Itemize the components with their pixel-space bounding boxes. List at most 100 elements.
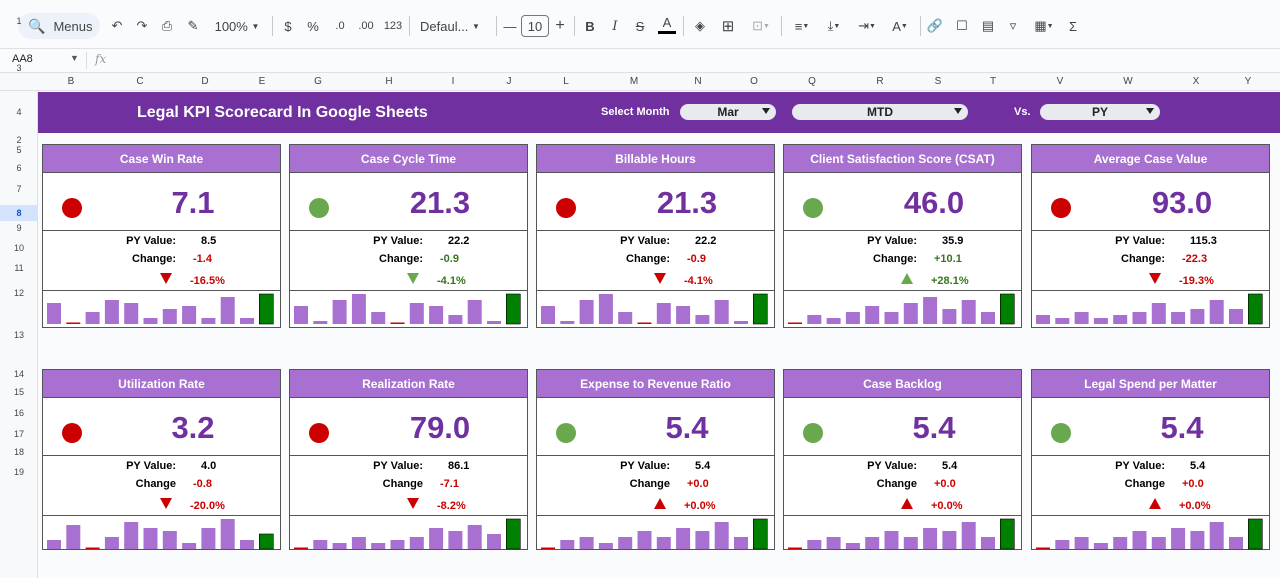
merge-cells-icon[interactable]: ⊡ ▼: [752, 18, 770, 33]
toolbar-divider: [683, 16, 684, 36]
sparkline-bar: [66, 322, 81, 324]
column-header[interactable]: E: [258, 76, 266, 87]
column-header[interactable]: G: [314, 76, 322, 87]
sparkline-bar: [1229, 309, 1243, 324]
sparkline-bar-chart: [1036, 293, 1263, 325]
font-select[interactable]: Defaul... ▼: [420, 14, 488, 38]
row-header[interactable]: 6: [16, 163, 22, 173]
row-header[interactable]: 17: [13, 429, 24, 439]
print-icon[interactable]: ⎙: [161, 18, 173, 33]
filter-views-icon[interactable]: ▦ ▼: [1034, 18, 1054, 33]
row-header[interactable]: 9: [16, 223, 22, 233]
percent-button[interactable]: %: [307, 18, 319, 34]
column-header[interactable]: X: [1192, 76, 1200, 87]
font-size-input[interactable]: 10: [521, 15, 549, 37]
currency-button[interactable]: $: [284, 18, 292, 34]
triangle-up-icon: [654, 498, 666, 509]
text-color-icon[interactable]: A: [658, 14, 676, 34]
insert-comment-icon[interactable]: ☐: [956, 18, 968, 33]
row-header[interactable]: 12: [13, 288, 24, 298]
functions-icon[interactable]: Σ: [1068, 18, 1078, 34]
period-dropdown[interactable]: MTD: [792, 104, 968, 120]
row-header[interactable]: 14: [13, 369, 24, 379]
column-header[interactable]: B: [67, 76, 75, 87]
sparkline-bar: [506, 518, 521, 550]
row-header[interactable]: 11: [14, 263, 24, 273]
row-header[interactable]: 4: [16, 107, 22, 117]
insert-chart-icon[interactable]: ▤: [981, 18, 995, 33]
column-header[interactable]: H: [385, 76, 393, 87]
paint-format-icon[interactable]: ✎: [187, 18, 199, 33]
triangle-up-icon: [901, 498, 913, 509]
zoom-value: 100%: [214, 18, 248, 34]
row-header[interactable]: 8: [0, 205, 38, 221]
row-header[interactable]: 19: [13, 467, 24, 477]
row-header[interactable]: 18: [13, 447, 24, 457]
column-header[interactable]: I: [451, 76, 455, 87]
row-header[interactable]: 13: [13, 330, 24, 340]
column-header[interactable]: Y: [1244, 76, 1252, 87]
change-value: +0.0: [687, 478, 709, 490]
text-rotation-icon[interactable]: A ▼: [892, 18, 908, 34]
kpi-value: 46.0: [903, 185, 965, 220]
number-format-button[interactable]: 123: [383, 20, 403, 32]
kpi-title: Case Backlog: [784, 370, 1021, 398]
text-wrap-icon[interactable]: ⇥ ▼: [858, 18, 876, 33]
py-value-label: PY Value:: [620, 235, 670, 247]
sparkline-bar-chart: [294, 518, 521, 550]
menus-search-button[interactable]: 🔍 Menus: [18, 13, 100, 39]
filter-icon[interactable]: ▿: [1009, 18, 1017, 33]
column-header[interactable]: W: [1123, 76, 1133, 87]
column-header[interactable]: S: [934, 76, 942, 87]
formula-bar: AA8 ▼ fx: [0, 48, 1280, 72]
decrease-decimal-button[interactable]: .0: [335, 20, 345, 32]
row-header[interactable]: 3: [16, 63, 22, 73]
redo-icon[interactable]: ↷: [136, 18, 148, 33]
month-dropdown[interactable]: Mar: [680, 104, 776, 120]
column-header[interactable]: R: [876, 76, 884, 87]
py-value: 86.1: [448, 460, 470, 472]
horizontal-align-icon[interactable]: ≡ ▼: [794, 18, 810, 34]
column-header[interactable]: N: [694, 76, 702, 87]
borders-icon[interactable]: ⊞: [721, 18, 735, 35]
column-header[interactable]: J: [506, 76, 512, 87]
column-header[interactable]: D: [201, 76, 209, 87]
row-header[interactable]: 10: [13, 243, 24, 253]
strikethrough-icon[interactable]: S: [635, 18, 645, 34]
column-header[interactable]: V: [1056, 76, 1064, 87]
column-header[interactable]: T: [989, 76, 997, 87]
change-value: +10.1: [934, 253, 962, 265]
row-header[interactable]: 7: [16, 184, 22, 194]
row-headers: 1 2 3 4 5 6 7 8 9 10 11 12 13 14 15 16 17 18 19: [0, 16, 38, 578]
compare-dropdown[interactable]: PY: [1040, 104, 1160, 120]
column-header[interactable]: M: [629, 76, 639, 87]
font-size-increase-icon[interactable]: +: [555, 17, 565, 34]
increase-decimal-button[interactable]: .00: [358, 20, 374, 32]
chevron-down-icon[interactable]: ▼: [70, 53, 79, 63]
sparkline-bar: [981, 537, 995, 549]
sparkline-bar-chart: [788, 518, 1015, 550]
column-header[interactable]: L: [563, 76, 569, 87]
italic-icon[interactable]: I: [612, 18, 618, 34]
row-header[interactable]: 2: [16, 135, 22, 145]
sparkline-bar: [390, 540, 405, 549]
font-size-decrease-icon[interactable]: —: [503, 18, 517, 34]
insert-link-icon[interactable]: 🔗: [926, 18, 944, 33]
undo-icon[interactable]: ↶: [111, 18, 123, 33]
row-header[interactable]: 5: [16, 145, 22, 155]
column-header[interactable]: O: [750, 76, 758, 87]
toolbar-divider: [496, 16, 497, 36]
row-header[interactable]: 16: [13, 408, 24, 418]
triangle-down-icon: [1149, 273, 1161, 284]
column-header[interactable]: Q: [808, 76, 816, 87]
name-box[interactable]: AA8: [12, 53, 33, 65]
row-header[interactable]: 1: [16, 16, 22, 26]
vertical-align-icon[interactable]: ⤓ ▼: [827, 18, 841, 33]
fill-color-icon[interactable]: ◈: [695, 18, 705, 33]
column-header[interactable]: C: [136, 76, 144, 87]
kpi-value: 79.0: [409, 410, 471, 445]
zoom-select[interactable]: 100% ▼: [212, 14, 262, 38]
bold-icon[interactable]: B: [585, 18, 595, 34]
row-header[interactable]: 15: [13, 387, 24, 397]
kpi-main: 5.4: [784, 398, 1021, 456]
